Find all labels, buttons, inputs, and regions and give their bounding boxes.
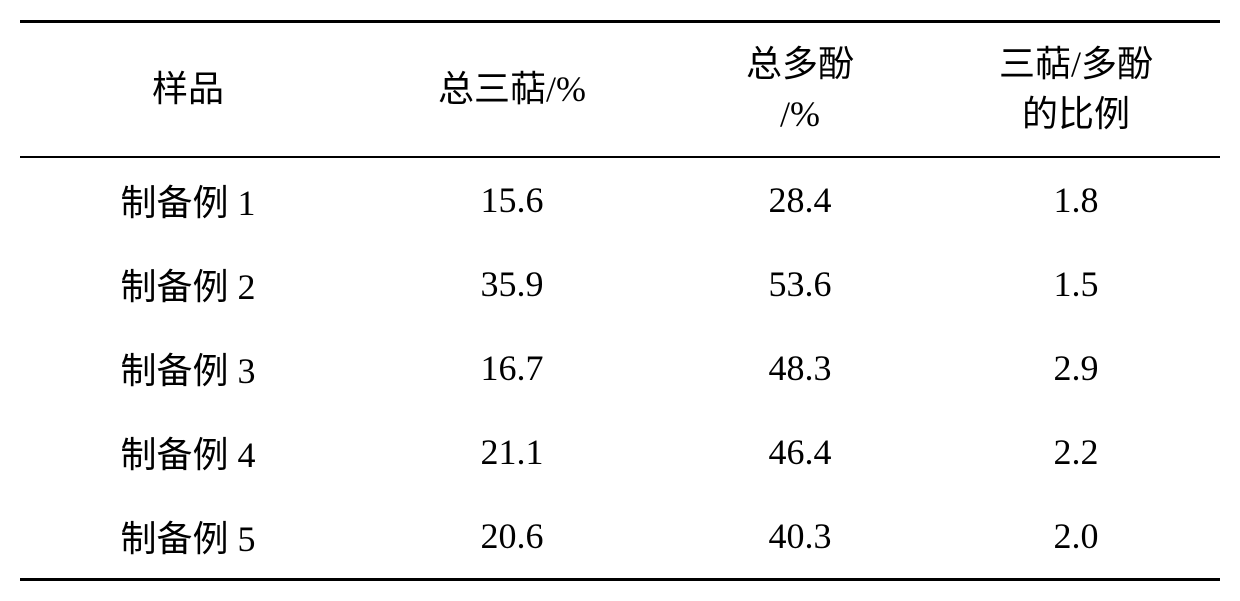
cell-triterpene: 15.6 [356, 157, 668, 242]
table-row: 制备例 4 21.1 46.4 2.2 [20, 410, 1220, 494]
cell-sample: 制备例 1 [20, 157, 356, 242]
header-polyphenol-line1: 总多酚 [678, 39, 922, 89]
header-ratio-line2: 的比例 [942, 89, 1210, 139]
table-row: 制备例 1 15.6 28.4 1.8 [20, 157, 1220, 242]
header-polyphenol-line2: /% [678, 89, 922, 139]
cell-triterpene: 35.9 [356, 242, 668, 326]
header-ratio-line1: 三萜/多酚 [942, 39, 1210, 89]
cell-polyphenol: 53.6 [668, 242, 932, 326]
header-ratio: 三萜/多酚 的比例 [932, 22, 1220, 157]
header-triterpene: 总三萜/% [356, 22, 668, 157]
cell-sample: 制备例 4 [20, 410, 356, 494]
cell-ratio: 2.2 [932, 410, 1220, 494]
table-row: 制备例 3 16.7 48.3 2.9 [20, 326, 1220, 410]
cell-triterpene: 16.7 [356, 326, 668, 410]
cell-sample: 制备例 5 [20, 494, 356, 580]
cell-polyphenol: 28.4 [668, 157, 932, 242]
cell-triterpene: 20.6 [356, 494, 668, 580]
table-row: 制备例 2 35.9 53.6 1.5 [20, 242, 1220, 326]
cell-ratio: 2.0 [932, 494, 1220, 580]
table-header-row: 样品 总三萜/% 总多酚 /% 三萜/多酚 的比例 [20, 22, 1220, 157]
cell-ratio: 1.5 [932, 242, 1220, 326]
cell-triterpene: 21.1 [356, 410, 668, 494]
header-sample: 样品 [20, 22, 356, 157]
table-row: 制备例 5 20.6 40.3 2.0 [20, 494, 1220, 580]
cell-polyphenol: 48.3 [668, 326, 932, 410]
cell-ratio: 1.8 [932, 157, 1220, 242]
table-body: 制备例 1 15.6 28.4 1.8 制备例 2 35.9 53.6 1.5 … [20, 157, 1220, 580]
header-polyphenol: 总多酚 /% [668, 22, 932, 157]
data-table: 样品 总三萜/% 总多酚 /% 三萜/多酚 的比例 制备例 1 15.6 28.… [20, 20, 1220, 581]
cell-sample: 制备例 3 [20, 326, 356, 410]
cell-polyphenol: 46.4 [668, 410, 932, 494]
cell-sample: 制备例 2 [20, 242, 356, 326]
data-table-container: 样品 总三萜/% 总多酚 /% 三萜/多酚 的比例 制备例 1 15.6 28.… [20, 20, 1220, 581]
cell-ratio: 2.9 [932, 326, 1220, 410]
cell-polyphenol: 40.3 [668, 494, 932, 580]
